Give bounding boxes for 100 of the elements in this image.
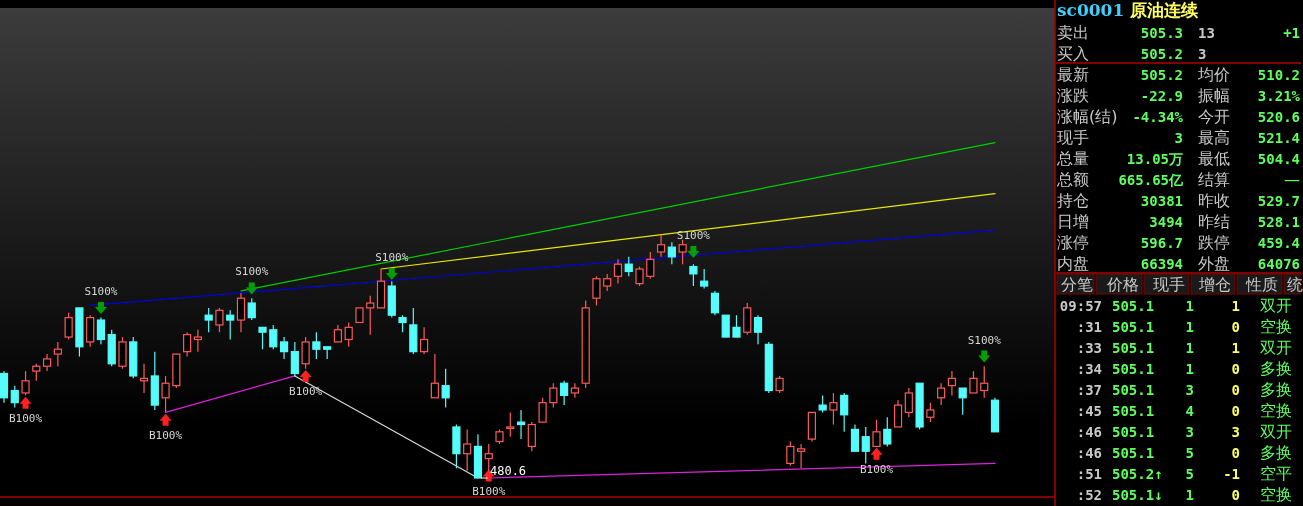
text: 卖出 505.3 13 +1: [1057, 23, 1300, 42]
text: S100%: [967, 333, 1001, 347]
text: :52 505.1↓ 1 0 空换: [1076, 485, 1292, 504]
candlestick: [592, 275, 601, 307]
candlestick: [893, 399, 903, 428]
text: :34 505.1 1 0 多换: [1076, 359, 1292, 378]
candlestick: [937, 382, 946, 406]
candlestick: [689, 263, 698, 287]
candlestick: [872, 419, 881, 448]
text: :33 505.1 1 1 双开: [1076, 338, 1292, 357]
candlestick: [613, 258, 623, 285]
candlestick: [797, 443, 806, 469]
candlestick: [527, 421, 536, 452]
candlestick: [10, 385, 19, 409]
text: 09:57 505.1 1 1 双开: [1059, 296, 1292, 315]
text: 最新 505.2 均价 510.2: [1057, 65, 1300, 84]
text: 涨停 596.7 跌停 459.4: [1057, 233, 1300, 252]
candlestick: [301, 336, 310, 370]
text: 内盘 66394 外盘 64076: [1057, 254, 1300, 273]
candlestick: [861, 426, 870, 465]
candlestick: [516, 409, 526, 440]
text: 涨幅(结) -4.34% 今开 520.6: [1057, 107, 1300, 126]
candlestick: [366, 295, 375, 336]
candlestick: [624, 256, 633, 277]
candlestick: [947, 370, 957, 396]
candlestick: [247, 297, 256, 321]
candlestick: [710, 290, 720, 316]
candlestick: [236, 292, 246, 333]
text: :45 505.1 4 0 空换: [1076, 401, 1292, 420]
point: [159, 413, 172, 426]
candlestick: [430, 353, 439, 399]
candlestick: [183, 331, 192, 358]
candlestick: [667, 241, 676, 265]
text: sc0001 原油连续: [1057, 0, 1200, 20]
candlestick: [958, 387, 967, 416]
candlestick: [721, 314, 730, 338]
candlestick: [312, 331, 321, 360]
text: 现手 3 最高 521.4: [1057, 128, 1300, 147]
candlestick: [215, 307, 224, 333]
candlestick: [926, 402, 935, 423]
candlestick: [850, 423, 860, 452]
text: 日增 3494 昨结 528.1: [1057, 212, 1300, 231]
candlestick: [290, 341, 299, 377]
point: [19, 396, 32, 409]
candlestick: [269, 324, 278, 350]
candlestick: [463, 428, 472, 472]
candlestick: [732, 314, 741, 338]
candlestick: [560, 380, 569, 406]
point: [870, 447, 883, 460]
candlestick: [883, 416, 892, 448]
candlestick: [646, 251, 655, 280]
annotation: 480.6: [489, 464, 527, 478]
point: [385, 267, 398, 280]
text: B100%: [859, 462, 894, 476]
point: [94, 301, 107, 314]
candlestick: [969, 370, 978, 394]
candlestick: [678, 239, 687, 265]
text: 分笔 价格 现手 增仓 性质 统: [1061, 275, 1303, 294]
candlestick: [53, 341, 62, 367]
point: [299, 369, 312, 382]
text: S100%: [375, 250, 409, 264]
candlestick: [829, 392, 838, 426]
candlestick: [258, 326, 267, 350]
candlestick: [193, 329, 202, 353]
candlestick: [279, 336, 289, 360]
text: B100%: [289, 384, 323, 398]
candlestick: [441, 368, 450, 409]
candlestick: [204, 307, 213, 333]
candlestick: [506, 411, 515, 438]
candlestick: [786, 440, 795, 467]
text: :31 505.1 1 0 空换: [1076, 317, 1292, 336]
candlestick: [753, 314, 763, 345]
candlestick: [635, 265, 644, 287]
text: :46 505.1 5 0 多换: [1076, 443, 1292, 462]
candlestick: [549, 382, 558, 409]
candlestick: [700, 268, 709, 290]
series-label: S100%: [84, 284, 118, 298]
text: B100%: [472, 484, 506, 498]
text: 总额 665.65亿 结算 —: [1057, 170, 1300, 189]
point: [687, 246, 700, 259]
candlestick: [21, 370, 30, 396]
candlestick: [96, 317, 106, 345]
candlestick: [420, 326, 429, 355]
series-label: B100%: [8, 411, 43, 425]
candlestick: [840, 392, 849, 433]
text: S100%: [676, 229, 710, 243]
candlestick: [538, 397, 547, 423]
text: 买入 505.2 3: [1057, 44, 1207, 63]
text: B100%: [149, 428, 183, 442]
text: :46 505.1 3 3 双开: [1076, 422, 1292, 441]
text: :37 505.1 3 0 多换: [1076, 380, 1292, 399]
candlestick: [904, 387, 913, 418]
point: [245, 282, 258, 295]
text: :51 505.2↑ 5 -1 空平: [1076, 464, 1292, 483]
candlestick: [570, 382, 579, 399]
candlestick: [980, 365, 989, 399]
candlestick: [656, 234, 666, 258]
text: S100%: [235, 265, 269, 279]
point: [978, 350, 991, 363]
text: 持仓 30381 昨收 529.7: [1057, 191, 1300, 210]
